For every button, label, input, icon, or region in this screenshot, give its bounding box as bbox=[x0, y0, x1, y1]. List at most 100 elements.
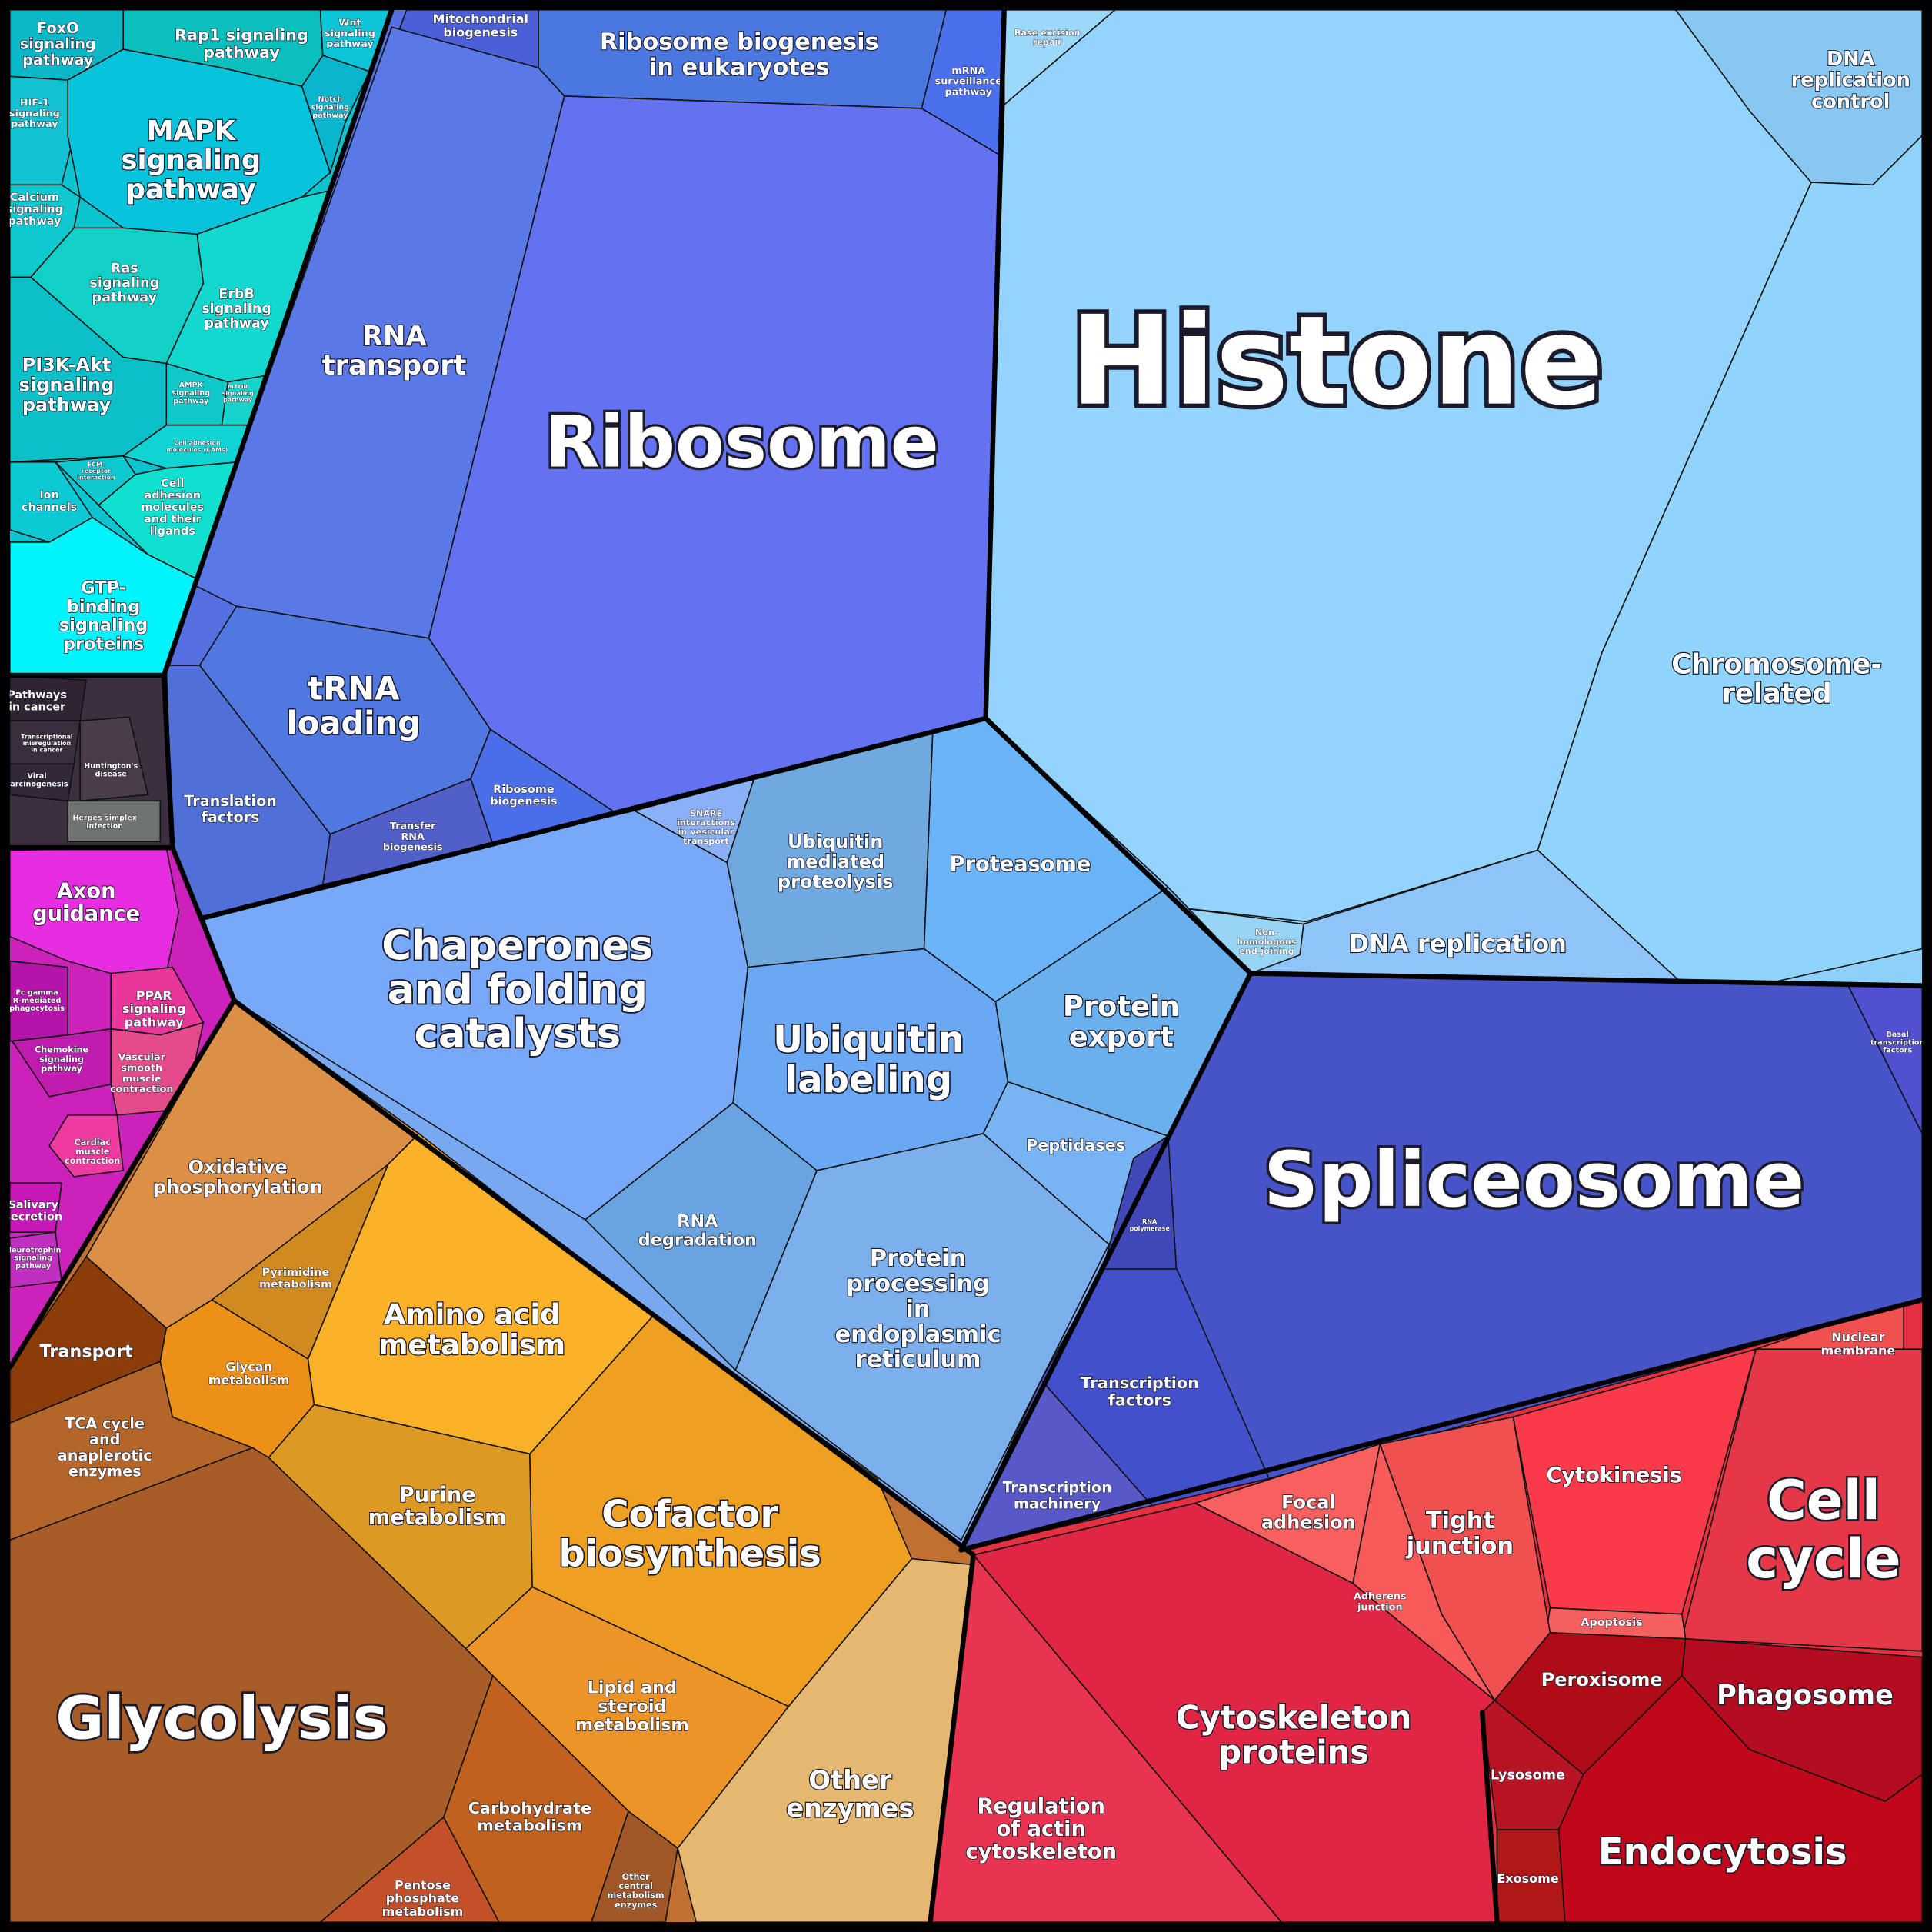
cell-label: Ribosome biogenesis in eukaryotes bbox=[600, 28, 879, 81]
cell-label: Cardiac muscle contraction bbox=[65, 1138, 120, 1166]
label-line: pathway bbox=[22, 394, 112, 415]
label-line: pathway bbox=[203, 43, 280, 62]
label-line: metabolism bbox=[378, 1328, 565, 1361]
label-line: RNA bbox=[1142, 1218, 1158, 1225]
label-line: Nuclear bbox=[1831, 1330, 1884, 1344]
label-line: TCA cycle bbox=[65, 1414, 145, 1432]
label-line: Pentose bbox=[395, 1877, 451, 1892]
label-line: biosynthesis bbox=[558, 1533, 821, 1576]
label-line: central bbox=[618, 1881, 653, 1891]
label-line: in eukaryotes bbox=[649, 54, 830, 81]
label-line: AMPK bbox=[179, 381, 204, 390]
cell-label: Transfer RNA biogenesis bbox=[383, 820, 443, 853]
border bbox=[161, 7, 395, 678]
label-line: pathway bbox=[41, 1064, 82, 1074]
label-line: polymerase bbox=[1129, 1224, 1170, 1231]
cell-label: Ras signaling pathway bbox=[89, 261, 159, 305]
label-line: signaling bbox=[14, 1254, 52, 1263]
label-line: in bbox=[905, 1295, 930, 1322]
label-line: Cofactor bbox=[601, 1493, 778, 1536]
cell-label: Ubiquitin labeling bbox=[773, 1018, 964, 1101]
label-line: enzymes bbox=[615, 1900, 658, 1910]
label-line: DNA bbox=[1827, 48, 1875, 71]
border bbox=[983, 715, 1254, 976]
border bbox=[201, 715, 988, 921]
label-line: in vesicular bbox=[678, 828, 734, 838]
label-line: adhesion bbox=[1261, 1511, 1356, 1533]
cell-label: Glycan metabolism bbox=[208, 1359, 290, 1387]
cell-label: Chromosome-related bbox=[1671, 648, 1882, 709]
label-line: Herpes simplex bbox=[72, 814, 137, 822]
label-line: PI3K-Akt bbox=[22, 354, 112, 375]
cell-label: Cytoskeleton proteins bbox=[1176, 1698, 1412, 1770]
label-line: signaling bbox=[122, 145, 261, 176]
label-line: in cancer bbox=[31, 746, 62, 753]
label-line: signaling bbox=[172, 389, 211, 398]
label-line: signaling bbox=[222, 390, 255, 397]
border bbox=[7, 998, 237, 1371]
label-line: Amino acid bbox=[384, 1297, 561, 1331]
label-line: metabolism bbox=[259, 1279, 332, 1291]
label-line: proteins bbox=[1218, 1733, 1369, 1770]
label-line: transport bbox=[322, 350, 467, 381]
label-line: Basal bbox=[1886, 1031, 1908, 1039]
cell-label: Notch signaling pathway bbox=[311, 95, 350, 120]
cell-label: Chaperones and folding catalysts bbox=[381, 922, 653, 1057]
label-line: Cell bbox=[161, 478, 184, 490]
label-line: signaling bbox=[39, 1054, 84, 1064]
label-line: Peptidases bbox=[1026, 1136, 1125, 1154]
label-line: contraction bbox=[65, 1156, 120, 1166]
cell-label: Wnt signaling pathway bbox=[325, 17, 375, 50]
cell-label: Pentose phosphate metabolism bbox=[382, 1877, 464, 1919]
cell-label: DNA replication bbox=[1348, 929, 1566, 958]
label-line: guidance bbox=[32, 902, 140, 926]
border bbox=[1480, 1710, 1500, 1925]
cell-label: Neurotrophin signaling pathway bbox=[5, 1246, 62, 1271]
cell-label: AMPK signaling pathway bbox=[172, 381, 211, 406]
cell-label: Apoptosis bbox=[1581, 1617, 1643, 1629]
label-line: labeling bbox=[785, 1058, 952, 1101]
cell bbox=[67, 800, 162, 842]
cell-label: Phagosome bbox=[1717, 1680, 1894, 1711]
cell-label: mRNA surveillance pathway bbox=[935, 65, 1003, 98]
cell-label: Tight junction bbox=[1405, 1507, 1514, 1560]
label-line: enzymes bbox=[68, 1462, 142, 1480]
label-line: Regulation bbox=[978, 1794, 1105, 1818]
label-line: machinery bbox=[1014, 1494, 1101, 1512]
cell-label: Purine metabolism bbox=[368, 1483, 507, 1529]
label-line: signaling bbox=[89, 275, 159, 291]
label-line: factors bbox=[202, 808, 260, 825]
cell-label: mTOR signaling pathway bbox=[222, 383, 255, 403]
label-line: anaplerotic bbox=[58, 1446, 152, 1464]
cell-label: Translation factors bbox=[184, 792, 277, 826]
cell-label: Amino acid metabolism bbox=[378, 1297, 565, 1361]
cell-label: Protein export bbox=[1063, 989, 1180, 1053]
label-line: of actin bbox=[997, 1817, 1086, 1841]
cell bbox=[301, 55, 371, 175]
label-line: processing bbox=[846, 1271, 989, 1297]
cell-label: Proteasome bbox=[950, 852, 1091, 876]
cell-label: Cell cycle bbox=[1746, 1468, 1900, 1590]
label-line: Tight bbox=[1426, 1507, 1494, 1534]
label-line: Histone bbox=[1070, 289, 1604, 433]
cell-label: Transcription machinery bbox=[1002, 1478, 1111, 1512]
label-line: Apoptosis bbox=[1581, 1617, 1643, 1629]
label-line: Endocytosis bbox=[1598, 1830, 1847, 1874]
cell-label: Ribosome biogenesis bbox=[490, 784, 557, 808]
label-line: HIF-1 bbox=[20, 97, 49, 108]
label-line: and their bbox=[144, 514, 202, 526]
label-line: Carbohydrate bbox=[468, 1799, 591, 1817]
cell-label: Regulation of actin cytoskeleton bbox=[965, 1794, 1117, 1864]
label-line: mTOR bbox=[228, 383, 248, 390]
label-line: Fc gamma bbox=[15, 988, 58, 997]
label-line: degradation bbox=[638, 1230, 757, 1250]
label-line: signaling bbox=[20, 35, 96, 52]
label-line: contraction bbox=[110, 1084, 174, 1095]
cell-label: Pyrimidine metabolism bbox=[259, 1267, 332, 1291]
label-line: signaling bbox=[19, 374, 115, 395]
label-line: factors bbox=[1108, 1391, 1171, 1410]
label-line: Ubiquitin bbox=[788, 831, 883, 852]
label-line: and folding bbox=[388, 966, 648, 1013]
